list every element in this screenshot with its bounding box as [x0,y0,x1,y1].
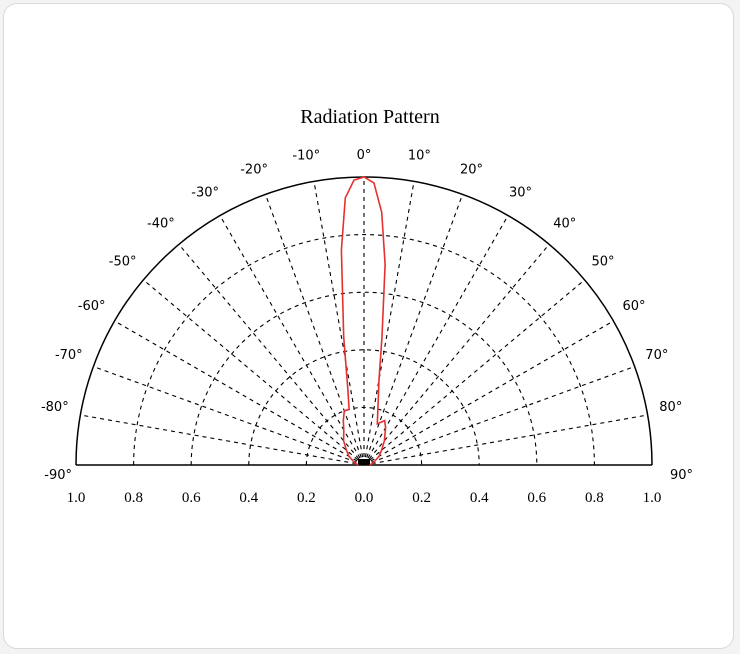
grid-arc [248,349,480,466]
grid-spoke [363,194,464,466]
grid-spoke [363,320,614,466]
grid-spoke [143,279,365,466]
angle-tick-label: -20° [240,163,268,178]
angle-tick-label: -10° [292,149,320,164]
grid-spoke [219,215,365,466]
grid-spoke [313,181,365,466]
radius-tick-label: 0.0 [355,490,374,506]
angle-tick-label: 20° [460,163,483,178]
pattern-curve [340,176,387,466]
radius-tick-label: 0.4 [470,490,489,506]
angle-tick-label: 10° [408,149,431,164]
chart-card [3,3,734,649]
angle-tick-label: 80° [659,400,682,415]
angle-tick-label: 40° [553,217,576,232]
radius-tick-label: 0.8 [124,490,143,506]
grid-arc [133,234,595,466]
radius-tick-label: 0.6 [182,490,201,506]
angle-tick-label: -60° [78,299,106,314]
angle-tick-label: 0° [357,148,372,163]
angle-tick-label: 70° [645,348,668,363]
grid-spoke [80,414,365,466]
angle-tick-label: 50° [591,255,614,270]
angle-tick-label: -70° [55,348,83,363]
radius-tick-label: 0.8 [585,490,604,506]
radius-tick-label: 1.0 [67,490,86,506]
chart-title: Radiation Pattern [300,106,440,128]
grid-spoke [363,414,648,466]
radius-tick-label: 0.2 [412,490,431,506]
source-marker [358,459,370,465]
grid-spoke [178,244,365,466]
grid-arc [190,291,538,466]
angle-tick-label: 90° [670,468,693,483]
grid-spoke [264,194,365,466]
grid-spoke [114,320,365,466]
grid-spoke [363,365,635,466]
angle-tick-label: 60° [622,299,645,314]
radius-tick-label: 1.0 [643,490,662,506]
angle-tick-label: 30° [509,186,532,201]
radius-tick-label: 0.6 [527,490,546,506]
grid-spoke [363,181,415,466]
angle-tick-label: -30° [191,186,219,201]
grid-spoke [363,215,509,466]
angle-tick-label: -80° [41,400,69,415]
radius-tick-label: 0.2 [297,490,316,506]
angle-tick-label: -90° [44,468,72,483]
angle-tick-label: -50° [109,255,137,270]
radius-tick-label: 0.4 [239,490,258,506]
grid-spoke [363,244,550,466]
grid-spoke [93,365,365,466]
angle-tick-label: -40° [147,217,175,232]
grid-spoke [363,279,585,466]
